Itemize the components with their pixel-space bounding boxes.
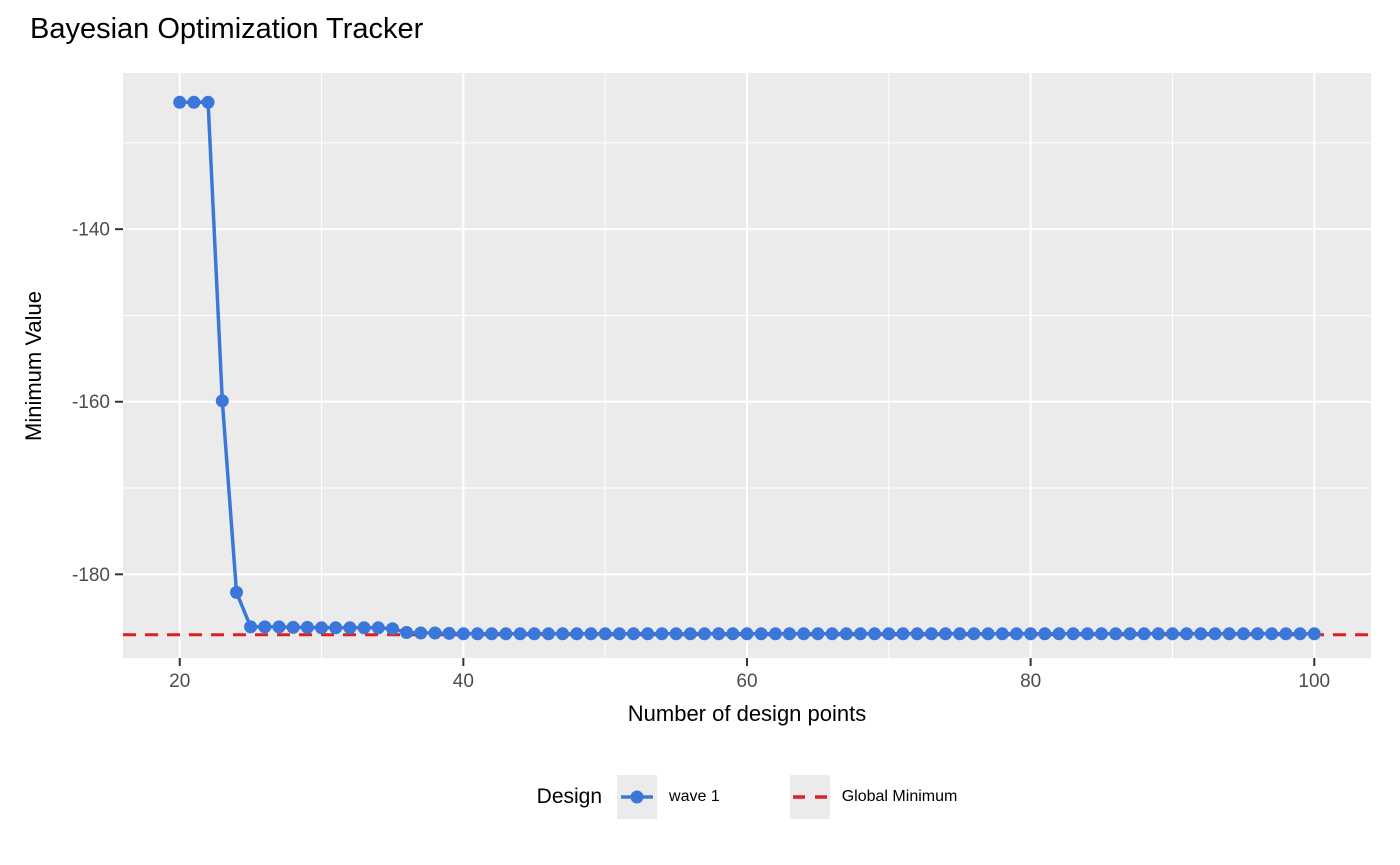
dashed-line-key-icon xyxy=(789,775,830,819)
svg-text:20: 20 xyxy=(169,671,190,692)
x-tick-labels: 20 40 60 80 100 xyxy=(169,671,1330,692)
svg-text:80: 80 xyxy=(1020,671,1041,692)
legend-entry-wave1: wave 1 xyxy=(617,775,720,819)
axis-ticks xyxy=(115,228,1316,666)
y-tick-labels: -140 -160 -180 xyxy=(72,220,110,586)
x-axis-title: Number of design points xyxy=(627,701,867,726)
svg-text:40: 40 xyxy=(453,671,474,692)
major-gridlines xyxy=(123,73,1371,658)
svg-text:-140: -140 xyxy=(72,220,110,241)
legend-entry-global-minimum: Global Minimum xyxy=(789,775,958,819)
legend-title: Design xyxy=(536,785,603,808)
legend-label-wave1: wave 1 xyxy=(669,788,720,805)
svg-text:-160: -160 xyxy=(72,392,110,413)
wave1-points xyxy=(173,95,1321,641)
svg-text:100: 100 xyxy=(1298,671,1330,692)
legend: Design wave 1 Global Minimum xyxy=(94,771,1400,823)
y-axis-title: Minimum Value xyxy=(21,291,46,441)
svg-text:-180: -180 xyxy=(72,565,110,586)
point-line-key-icon xyxy=(617,775,658,819)
chart-title: Bayesian Optimization Tracker xyxy=(30,13,424,45)
legend-label-global-minimum: Global Minimum xyxy=(841,788,958,805)
svg-text:60: 60 xyxy=(736,671,757,692)
